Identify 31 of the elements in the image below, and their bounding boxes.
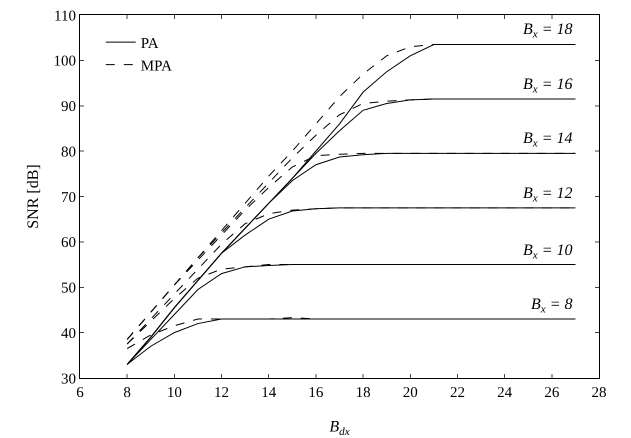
annotation: B$_{x}$ = 18 [523, 21, 573, 40]
y-tick-label: 40 [61, 326, 76, 342]
x-tick-label: 28 [592, 385, 606, 401]
annotation: B$_{x}$ = 12 [523, 185, 573, 204]
y-tick-label: 80 [61, 144, 76, 160]
y-tick-label: 100 [54, 54, 76, 70]
x-tick-label: 16 [308, 385, 324, 401]
y-tick-label: 60 [61, 235, 76, 252]
legend-label: MPA [140, 58, 172, 74]
y-tick-label: 70 [61, 190, 76, 206]
x-axis-title: B$_{dx}$ [329, 418, 350, 438]
y-tick-label: 30 [61, 371, 76, 388]
x-tick-label: 20 [402, 385, 418, 401]
x-tick-label: 8 [123, 385, 131, 401]
x-tick-label: 22 [450, 385, 465, 401]
y-tick-label: 90 [61, 99, 76, 115]
annotation: B$_{x}$ = 8 [531, 296, 573, 316]
annotation: B$_{x}$ = 10 [523, 242, 573, 262]
y-tick-label: 50 [61, 280, 76, 296]
x-tick-label: 14 [261, 385, 277, 401]
x-tick-label: 26 [544, 385, 560, 401]
x-tick-label: 18 [356, 385, 371, 401]
x-tick-label: 12 [214, 385, 230, 401]
x-tick-label: 24 [497, 385, 513, 401]
legend-label: PA [140, 36, 159, 52]
y-axis-title: SNR [dB] [25, 164, 42, 229]
y-tick-label: 110 [54, 8, 76, 24]
x-tick-label: 10 [166, 385, 182, 401]
annotation: B$_{x}$ = 16 [523, 76, 573, 96]
x-tick-label: 6 [76, 385, 84, 401]
annotation: B$_{x}$ = 14 [523, 130, 573, 150]
